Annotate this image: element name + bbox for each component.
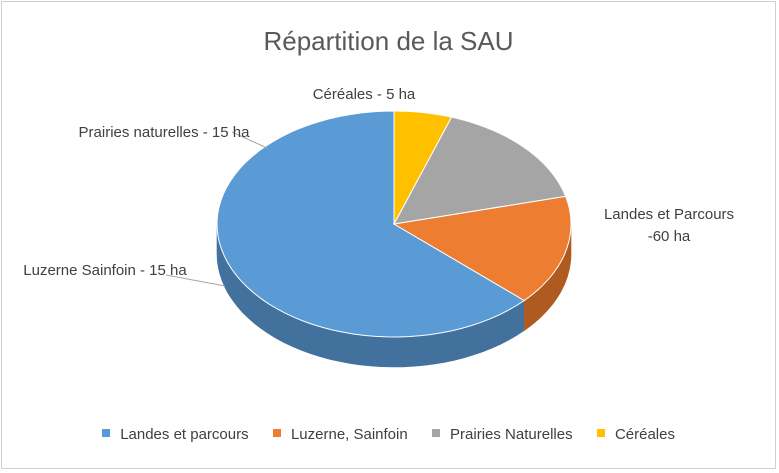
pie-chart (165, 110, 572, 368)
legend: Landes et parcours Luzerne, Sainfoin Pra… (2, 426, 775, 443)
pie-slice-cereales (393, 110, 453, 225)
leader-line-prairies (231, 131, 268, 149)
data-label-prairies: Prairies naturelles - 15 ha (78, 124, 250, 141)
legend-item-luzerne: Luzerne, Sainfoin (272, 426, 408, 443)
legend-swatch-prairies (431, 429, 440, 437)
leader-line-luzerne (165, 274, 226, 287)
legend-swatch-luzerne (272, 429, 281, 437)
pie-slice-luzerne (392, 195, 572, 302)
pie-slice-prairies (393, 116, 567, 225)
legend-label-landes: Landes et parcours (120, 426, 249, 443)
legend-swatch-cereales (596, 429, 605, 437)
legend-item-landes: Landes et parcours (102, 426, 249, 443)
legend-label-cereales: Céréales (614, 426, 675, 443)
legend-label-prairies: Prairies Naturelles (450, 426, 573, 443)
pie-slice-landes (216, 110, 526, 338)
data-label-luzerne: Luzerne Sainfoin - 15 ha (23, 262, 187, 279)
chart-title: Répartition de la SAU (263, 26, 514, 56)
legend-label-luzerne: Luzerne, Sainfoin (290, 426, 408, 443)
data-label-landes: Landes et Parcours -60 ha (603, 206, 735, 245)
legend-item-cereales: Céréales (596, 426, 675, 443)
legend-item-prairies: Prairies Naturelles (431, 426, 573, 443)
data-label-cereales: Céréales - 5 ha (312, 86, 416, 103)
legend-swatch-landes (102, 429, 111, 437)
